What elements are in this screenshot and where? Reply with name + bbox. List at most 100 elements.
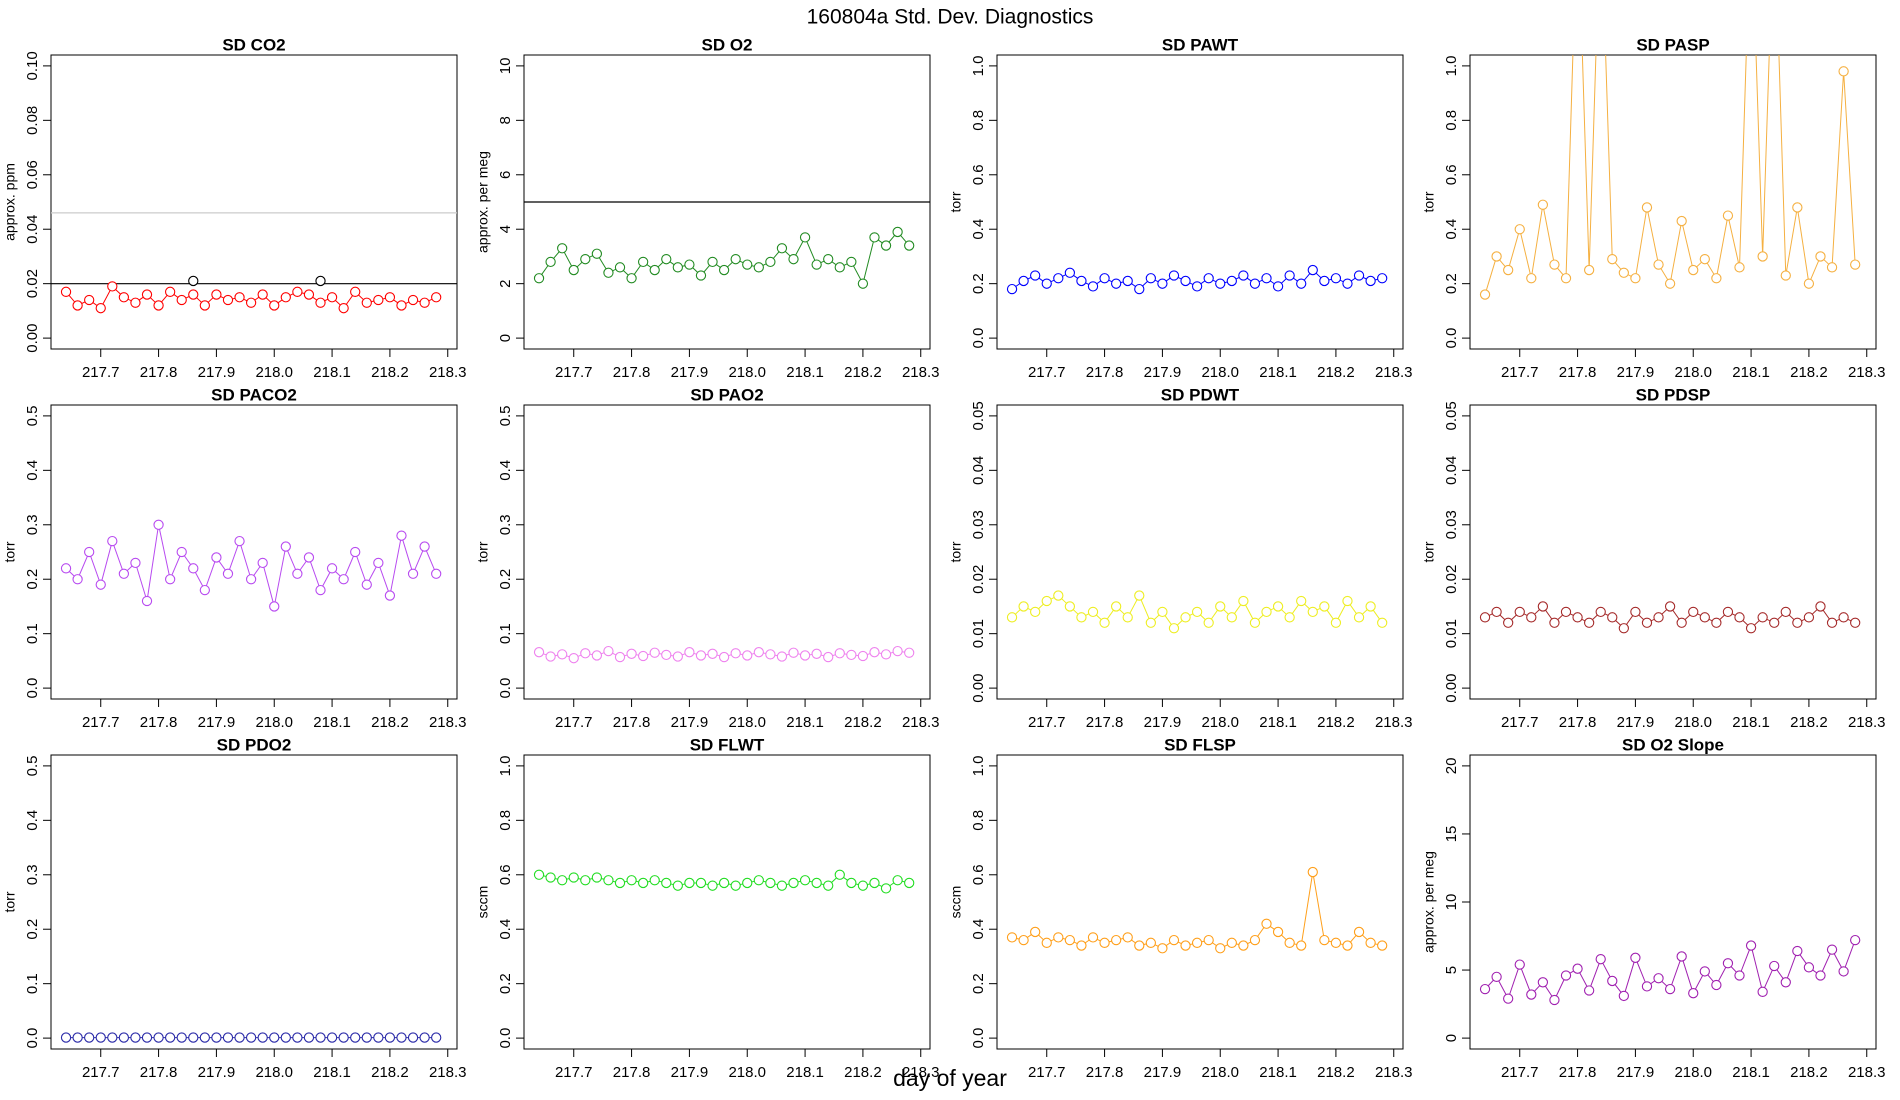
data-point: [1296, 278, 1307, 289]
y-tick-label: 0.2: [24, 919, 41, 940]
data-point: [338, 574, 349, 585]
data-point: [1180, 612, 1191, 623]
y-tick-label: 0.6: [970, 864, 987, 885]
data-point: [1353, 926, 1365, 938]
data-point: [892, 645, 903, 657]
data-point: [1607, 254, 1618, 265]
data-point: [1261, 273, 1272, 284]
y-tick-label: 0.04: [1443, 456, 1460, 485]
data-point: [765, 256, 776, 268]
data-point: [1076, 612, 1087, 623]
data-point: [834, 648, 845, 659]
data-point: [234, 292, 245, 303]
data-point: [591, 872, 603, 883]
data-point: [1549, 259, 1560, 270]
data-point: [730, 880, 741, 891]
panel: 217.7 217.8 217.9 218.0 218.1 218.2 218.3 0.0 0.…: [1421, 35, 1886, 381]
panel-title: SD FLSP: [1164, 735, 1236, 754]
data-point: [188, 1032, 199, 1043]
data-point: [684, 877, 695, 889]
data-point: [1688, 264, 1699, 276]
data-point: [545, 651, 556, 662]
data-point: [384, 1032, 396, 1043]
plot-frame: [50, 404, 458, 700]
data-point: [188, 275, 199, 287]
data-point: [118, 568, 130, 579]
panel-title: SD PAWT: [1162, 35, 1239, 54]
data-point: [1145, 617, 1156, 628]
data-point: [846, 877, 857, 889]
data-point: [95, 303, 106, 314]
data-point: [684, 647, 695, 658]
y-tick-label: 0.6: [970, 164, 987, 185]
data-point: [1607, 975, 1618, 987]
y-tick-label: 0.6: [1443, 164, 1460, 185]
y-tick-label: 0.02: [970, 565, 987, 594]
data-point: [396, 1032, 407, 1043]
data-point: [718, 877, 730, 889]
data-point: [153, 300, 164, 311]
data-point: [614, 877, 626, 889]
data-point: [1676, 215, 1687, 227]
data-point: [1261, 918, 1272, 929]
data-point: [1215, 943, 1226, 954]
data-point: [1757, 986, 1768, 997]
data-point: [1226, 612, 1237, 623]
y-tick-label: 0.4: [1443, 219, 1460, 240]
data-point: [1850, 934, 1861, 946]
data-point: [568, 653, 579, 664]
data-point: [1688, 606, 1699, 618]
panel-title: SD PASP: [1636, 35, 1709, 54]
plot-area: [1006, 590, 1388, 634]
panel-title: SD PDSP: [1636, 385, 1711, 404]
data-point: [742, 877, 753, 889]
data-point: [718, 651, 730, 663]
x-tick-label: 218.3: [1375, 364, 1413, 381]
data-point: [95, 1032, 106, 1043]
data-point: [823, 651, 834, 663]
data-point: [60, 1032, 72, 1043]
data-point: [1203, 617, 1214, 628]
panel: 217.7 217.8 217.9 218.0 218.1 218.2 218.3 0.0 0.…: [948, 735, 1413, 1080]
data-point: [361, 1032, 372, 1043]
y-tick-label: 1.0: [970, 755, 987, 776]
data-point: [1307, 866, 1318, 878]
data-point: [603, 267, 614, 278]
data-point: [614, 262, 626, 273]
data-point: [280, 292, 291, 303]
x-tick-label: 217.8: [1086, 714, 1124, 731]
data-point: [1145, 937, 1156, 948]
data-point: [1479, 612, 1491, 623]
data-point: [869, 877, 880, 889]
x-tick-label: 218.2: [371, 714, 409, 731]
data-point: [1734, 970, 1745, 981]
data-point: [811, 877, 822, 889]
data-point: [1041, 937, 1052, 948]
data-point: [857, 880, 869, 891]
data-point: [1503, 617, 1514, 628]
data-point: [269, 1032, 280, 1043]
data-point: [1018, 601, 1029, 612]
x-tick-label: 218.3: [1848, 364, 1886, 381]
y-tick-label: 0.10: [24, 51, 41, 80]
data-point: [1780, 977, 1791, 988]
data-point: [1284, 937, 1295, 948]
data-point: [269, 601, 280, 612]
data-point: [315, 584, 326, 596]
data-point: [315, 297, 326, 308]
data-point: [799, 875, 811, 886]
data-point: [1792, 945, 1803, 957]
data-point: [188, 289, 199, 300]
data-point: [1365, 937, 1376, 948]
x-tick-label: 218.0: [1201, 714, 1239, 731]
y-tick-label: 0: [497, 334, 514, 342]
data-point: [1006, 283, 1018, 295]
data-point: [1238, 595, 1249, 607]
plot-area: [60, 1032, 442, 1043]
data-point: [326, 1032, 338, 1043]
panel: 217.7 217.8 217.9 218.0 218.1 218.2 218.3 0.0 0.…: [948, 35, 1413, 380]
x-tick-label: 218.2: [1317, 1064, 1355, 1081]
data-point: [141, 1032, 153, 1043]
data-point: [1353, 270, 1365, 281]
y-axis-label: torr: [948, 191, 964, 212]
